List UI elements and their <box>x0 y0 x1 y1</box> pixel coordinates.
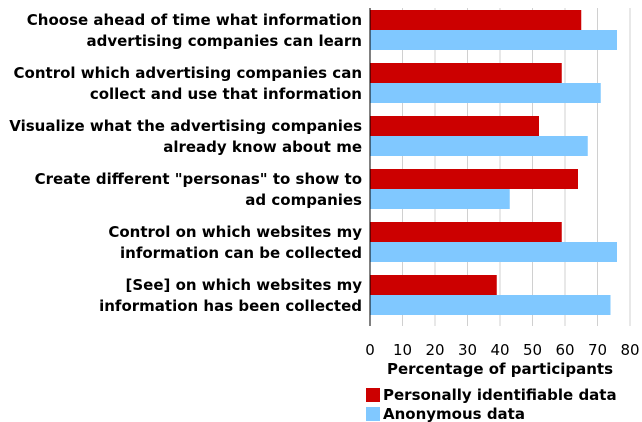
category-label-3-line-0: Create different "personas" to show to <box>35 170 362 188</box>
bar-series1-cat1 <box>370 83 601 103</box>
x-tick-label-7: 70 <box>588 341 607 359</box>
category-label-1-line-1: collect and use that information <box>90 85 362 103</box>
category-labels: Choose ahead of time what information adv… <box>9 11 362 315</box>
category-label-1: Control which advertising companies can c… <box>14 64 362 103</box>
category-label-1-line-0: Control which advertising companies can <box>14 64 362 82</box>
category-label-3-line-1: ad companies <box>245 191 362 209</box>
legend-label-0: Personally identifiable data <box>383 386 617 404</box>
x-tick-labels: 0 10 20 30 40 50 60 70 80 <box>365 341 639 359</box>
bar-series0-cat3 <box>370 169 578 189</box>
x-tick-label-8: 80 <box>620 341 639 359</box>
x-tick-label-6: 60 <box>555 341 574 359</box>
x-tick-label-3: 30 <box>458 341 477 359</box>
bar-series0-cat5 <box>370 275 497 295</box>
category-label-0: Choose ahead of time what information adv… <box>27 11 362 50</box>
x-tick-label-4: 40 <box>490 341 509 359</box>
category-label-3: Create different "personas" to show to ad… <box>35 170 362 209</box>
legend-label-1: Anonymous data <box>383 405 525 422</box>
x-tick-label-0: 0 <box>365 341 375 359</box>
bar-series0-cat4 <box>370 222 562 242</box>
bars <box>370 10 617 315</box>
category-label-4-line-1: information can be collected <box>120 244 362 262</box>
bar-series1-cat2 <box>370 136 588 156</box>
gridlines <box>402 8 631 326</box>
x-tick-label-5: 50 <box>523 341 542 359</box>
category-label-5-line-1: information has been collected <box>99 297 362 315</box>
legend-swatch-1 <box>366 407 380 421</box>
x-axis-title: Percentage of participants <box>387 360 613 378</box>
x-tick-label-1: 10 <box>393 341 412 359</box>
bar-series1-cat0 <box>370 30 617 50</box>
x-tick-label-2: 20 <box>425 341 444 359</box>
bar-series1-cat3 <box>370 189 510 209</box>
bar-series0-cat1 <box>370 63 562 83</box>
bar-series1-cat5 <box>370 295 611 315</box>
category-label-4: Control on which websites my information … <box>108 223 362 262</box>
category-label-5-line-0: [See] on which websites my <box>126 276 363 294</box>
bar-series0-cat0 <box>370 10 582 30</box>
bar-series0-cat2 <box>370 116 539 136</box>
bar-series1-cat4 <box>370 242 617 262</box>
category-label-0-line-1: advertising companies can learn <box>87 32 363 50</box>
category-label-2-line-0: Visualize what the advertising companies <box>9 117 362 135</box>
category-label-5: [See] on which websites my information ha… <box>99 276 362 315</box>
category-label-2: Visualize what the advertising companies… <box>9 117 362 156</box>
legend-swatch-0 <box>366 388 380 402</box>
category-label-2-line-1: already know about me <box>163 138 362 156</box>
category-label-4-line-0: Control on which websites my <box>108 223 362 241</box>
category-label-0-line-0: Choose ahead of time what information <box>27 11 362 29</box>
